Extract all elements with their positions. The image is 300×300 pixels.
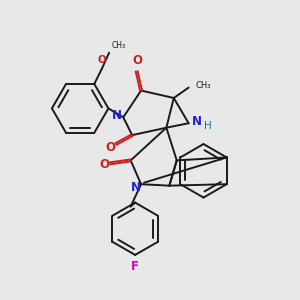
Text: O: O [106,140,116,154]
Text: O: O [99,158,109,171]
Text: O: O [133,54,142,67]
Text: O: O [98,55,107,65]
Text: H: H [204,121,212,130]
Text: F: F [131,260,139,273]
Text: N: N [112,109,122,122]
Text: N: N [192,115,202,128]
Text: CH₃: CH₃ [195,81,211,90]
Text: CH₃: CH₃ [112,41,126,50]
Text: N: N [131,181,141,194]
